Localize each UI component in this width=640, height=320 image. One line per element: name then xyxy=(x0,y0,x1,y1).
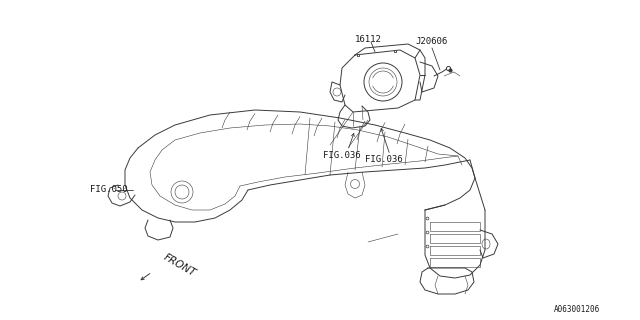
Text: FIG.050: FIG.050 xyxy=(90,186,127,195)
Text: J20606: J20606 xyxy=(415,37,447,46)
Text: FRONT: FRONT xyxy=(162,252,198,278)
Text: 16112: 16112 xyxy=(355,36,382,44)
Text: A063001206: A063001206 xyxy=(554,306,600,315)
Text: FIG.036: FIG.036 xyxy=(323,150,360,159)
Text: FIG.036: FIG.036 xyxy=(365,156,403,164)
